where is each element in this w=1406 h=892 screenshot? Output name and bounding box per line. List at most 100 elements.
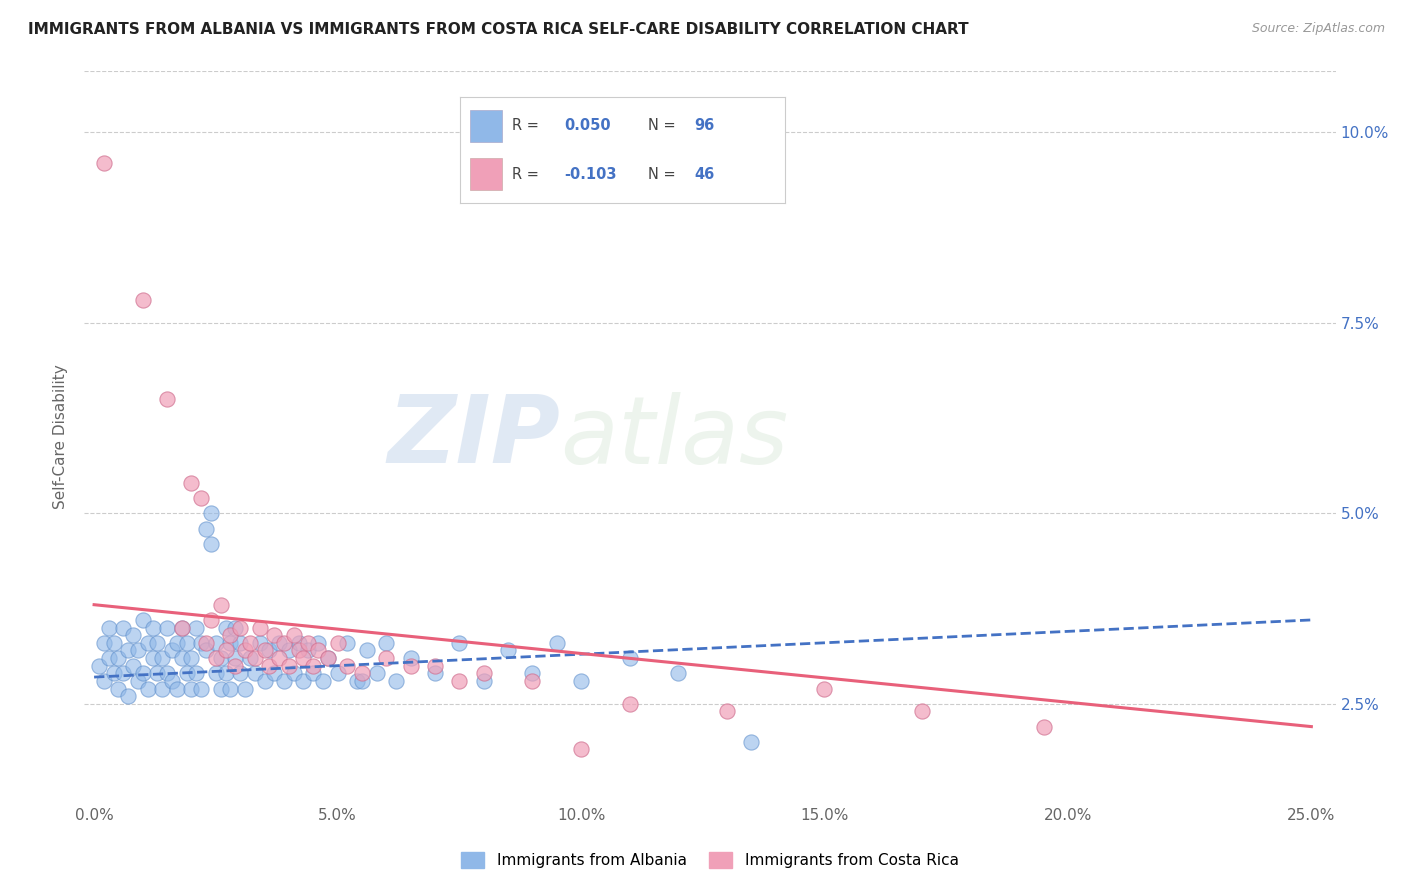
Point (350, 673, 373, 688)
Point (229, 636, 252, 650)
Point (472, 666, 495, 681)
Point (190, 636, 212, 650)
Point (269, 636, 291, 650)
Point (180, 681, 202, 696)
Point (170, 651, 193, 665)
Point (205, 636, 228, 650)
Point (166, 681, 188, 696)
Point (423, 658, 446, 673)
Legend: Immigrants from Albania, Immigrants from Costa Rica: Immigrants from Albania, Immigrants from… (454, 845, 966, 876)
Point (93, 155, 115, 169)
Point (546, 636, 568, 650)
Point (190, 491, 212, 505)
Point (292, 673, 315, 688)
Point (297, 636, 319, 650)
Point (472, 673, 495, 688)
Point (336, 658, 359, 673)
Point (307, 643, 329, 657)
Point (569, 673, 592, 688)
Point (740, 735, 762, 749)
Point (229, 621, 252, 635)
Point (107, 681, 129, 696)
Point (156, 666, 179, 681)
Point (93, 673, 115, 688)
Point (122, 658, 145, 673)
Point (302, 658, 325, 673)
Point (209, 651, 232, 665)
Point (176, 636, 198, 650)
Point (249, 636, 271, 650)
Point (813, 681, 835, 696)
Point (229, 666, 252, 681)
Point (619, 697, 641, 711)
Point (132, 666, 155, 681)
Point (283, 666, 305, 681)
Point (716, 705, 738, 719)
Point (214, 666, 236, 681)
Point (136, 636, 159, 650)
Point (326, 636, 349, 650)
Point (205, 651, 228, 665)
Point (186, 621, 208, 635)
Point (239, 651, 262, 665)
Point (1032, 720, 1054, 734)
Point (214, 643, 236, 657)
Point (195, 643, 218, 657)
Point (277, 658, 299, 673)
Point (170, 621, 193, 635)
Point (117, 643, 139, 657)
Point (287, 643, 309, 657)
Point (214, 621, 236, 635)
Point (97, 651, 120, 665)
Text: Source: ZipAtlas.com: Source: ZipAtlas.com (1251, 22, 1385, 36)
Point (127, 673, 149, 688)
Point (243, 666, 266, 681)
Point (273, 636, 295, 650)
Point (259, 658, 281, 673)
Point (103, 666, 125, 681)
Point (200, 506, 222, 520)
Point (219, 628, 242, 642)
Point (449, 673, 471, 688)
Point (156, 392, 179, 406)
Point (233, 681, 256, 696)
Point (150, 651, 173, 665)
Point (522, 673, 544, 688)
Point (205, 666, 228, 681)
Point (312, 673, 335, 688)
Point (292, 651, 315, 665)
Point (366, 666, 388, 681)
Point (219, 636, 242, 650)
Point (253, 673, 276, 688)
Point (209, 681, 232, 696)
Point (269, 651, 291, 665)
Text: IMMIGRANTS FROM ALBANIA VS IMMIGRANTS FROM COSTA RICA SELF-CARE DISABILITY CORRE: IMMIGRANTS FROM ALBANIA VS IMMIGRANTS FR… (28, 22, 969, 37)
Point (249, 621, 271, 635)
Point (219, 681, 242, 696)
Point (195, 636, 218, 650)
Point (224, 658, 246, 673)
Point (283, 628, 305, 642)
Point (160, 643, 183, 657)
Point (107, 651, 129, 665)
Point (287, 636, 309, 650)
Point (132, 293, 155, 307)
Point (141, 651, 163, 665)
Point (170, 621, 193, 635)
Point (190, 681, 212, 696)
Point (141, 621, 163, 635)
Point (307, 636, 329, 650)
Point (146, 666, 169, 681)
Point (302, 666, 325, 681)
Point (176, 666, 198, 681)
Point (112, 666, 135, 681)
Point (200, 537, 222, 551)
Point (336, 636, 359, 650)
Point (326, 666, 349, 681)
Point (263, 666, 285, 681)
Point (666, 666, 689, 681)
Point (209, 598, 232, 612)
Point (399, 651, 422, 665)
Point (239, 636, 262, 650)
Point (180, 651, 202, 665)
